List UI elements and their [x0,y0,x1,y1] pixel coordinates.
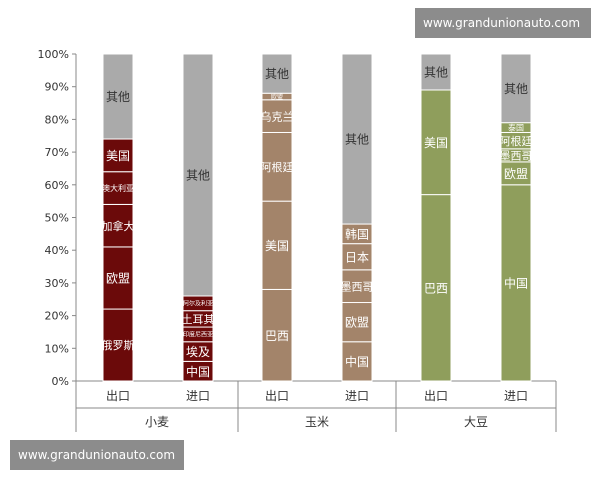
bar-category-label: 出口 [424,389,448,403]
y-tick-label: 40% [45,244,69,257]
segment-label: 其他 [106,90,130,104]
bar-segment [261,53,293,94]
segment-label: 中国 [186,364,210,379]
segment-label: 其他 [186,169,210,183]
segment-label: 土耳其 [182,313,215,326]
y-tick-label: 90% [45,81,69,94]
segment-label: 日本 [345,250,369,264]
segment-label: 墨西哥 [341,280,374,293]
bar-category-label: 出口 [106,389,130,403]
bar-category-label: 进口 [504,389,528,403]
bar-category-label: 进口 [345,389,369,403]
segment-label: 阿根廷 [500,134,533,148]
bar-segment [341,53,373,225]
bar-segment [341,243,373,271]
bar-category-label: 进口 [186,389,210,403]
bar-segment [261,131,293,202]
bar-segment [420,194,452,382]
bar-segment [500,184,532,382]
segment-label: 其他 [424,66,448,80]
segment-label: 美国 [265,239,289,253]
segment-label: 其他 [345,133,369,147]
bar-segment [261,288,293,382]
segment-label: 加拿大 [102,219,135,233]
y-tick-label: 30% [45,277,69,290]
segment-label: 欧盟 [504,167,528,181]
segment-label: 中国 [345,354,369,369]
segment-label: 其他 [265,67,289,81]
segment-label: 阿根廷 [261,160,294,174]
y-tick-label: 100% [38,48,69,61]
segment-label: 美国 [106,149,130,163]
segment-label: 欧盟 [345,316,369,330]
segment-label: 美国 [424,136,448,150]
bar-segment [261,200,293,290]
segment-label: 澳大利亚 [102,183,134,193]
segment-label: 巴西 [265,329,289,343]
segment-label: 俄罗斯 [102,339,135,352]
watermark-bottom: www.grandunionauto.com [10,440,184,470]
segment-label: 乌克兰 [261,109,294,123]
y-tick-label: 50% [45,212,69,225]
group-label: 小麦 [145,415,169,429]
bar-segment [102,138,134,173]
segment-label: 墨西哥 [500,150,533,163]
segment-label: 埃及 [186,345,210,359]
bar-category-label: 出口 [265,389,289,403]
group-label: 大豆 [464,415,488,429]
segment-label: 欧盟 [271,93,283,101]
y-tick-label: 20% [45,310,69,323]
bar-segment [102,53,134,140]
segment-label: 印度尼西亚 [183,331,213,339]
segment-label: 中国 [504,275,528,290]
segment-label: 泰国 [508,123,524,133]
y-tick-label: 70% [45,146,69,159]
y-tick-label: 80% [45,113,69,126]
segment-label: 巴西 [424,281,448,295]
y-tick-label: 60% [45,179,69,192]
segment-label: 其他 [504,82,528,96]
y-tick-label: 10% [45,342,69,355]
bar-segment [182,53,214,297]
bar-segment [341,269,373,304]
bar-segment [500,53,532,124]
segment-label: 阿尔及利亚 [183,300,213,308]
bar-segment [261,99,293,133]
group-label: 玉米 [305,415,329,429]
segment-label: 韩国 [345,226,369,241]
segment-label: 欧盟 [106,272,130,286]
y-tick-label: 0% [52,375,69,388]
bar-segment [420,53,452,91]
watermark-top: www.grandunionauto.com [415,8,591,38]
